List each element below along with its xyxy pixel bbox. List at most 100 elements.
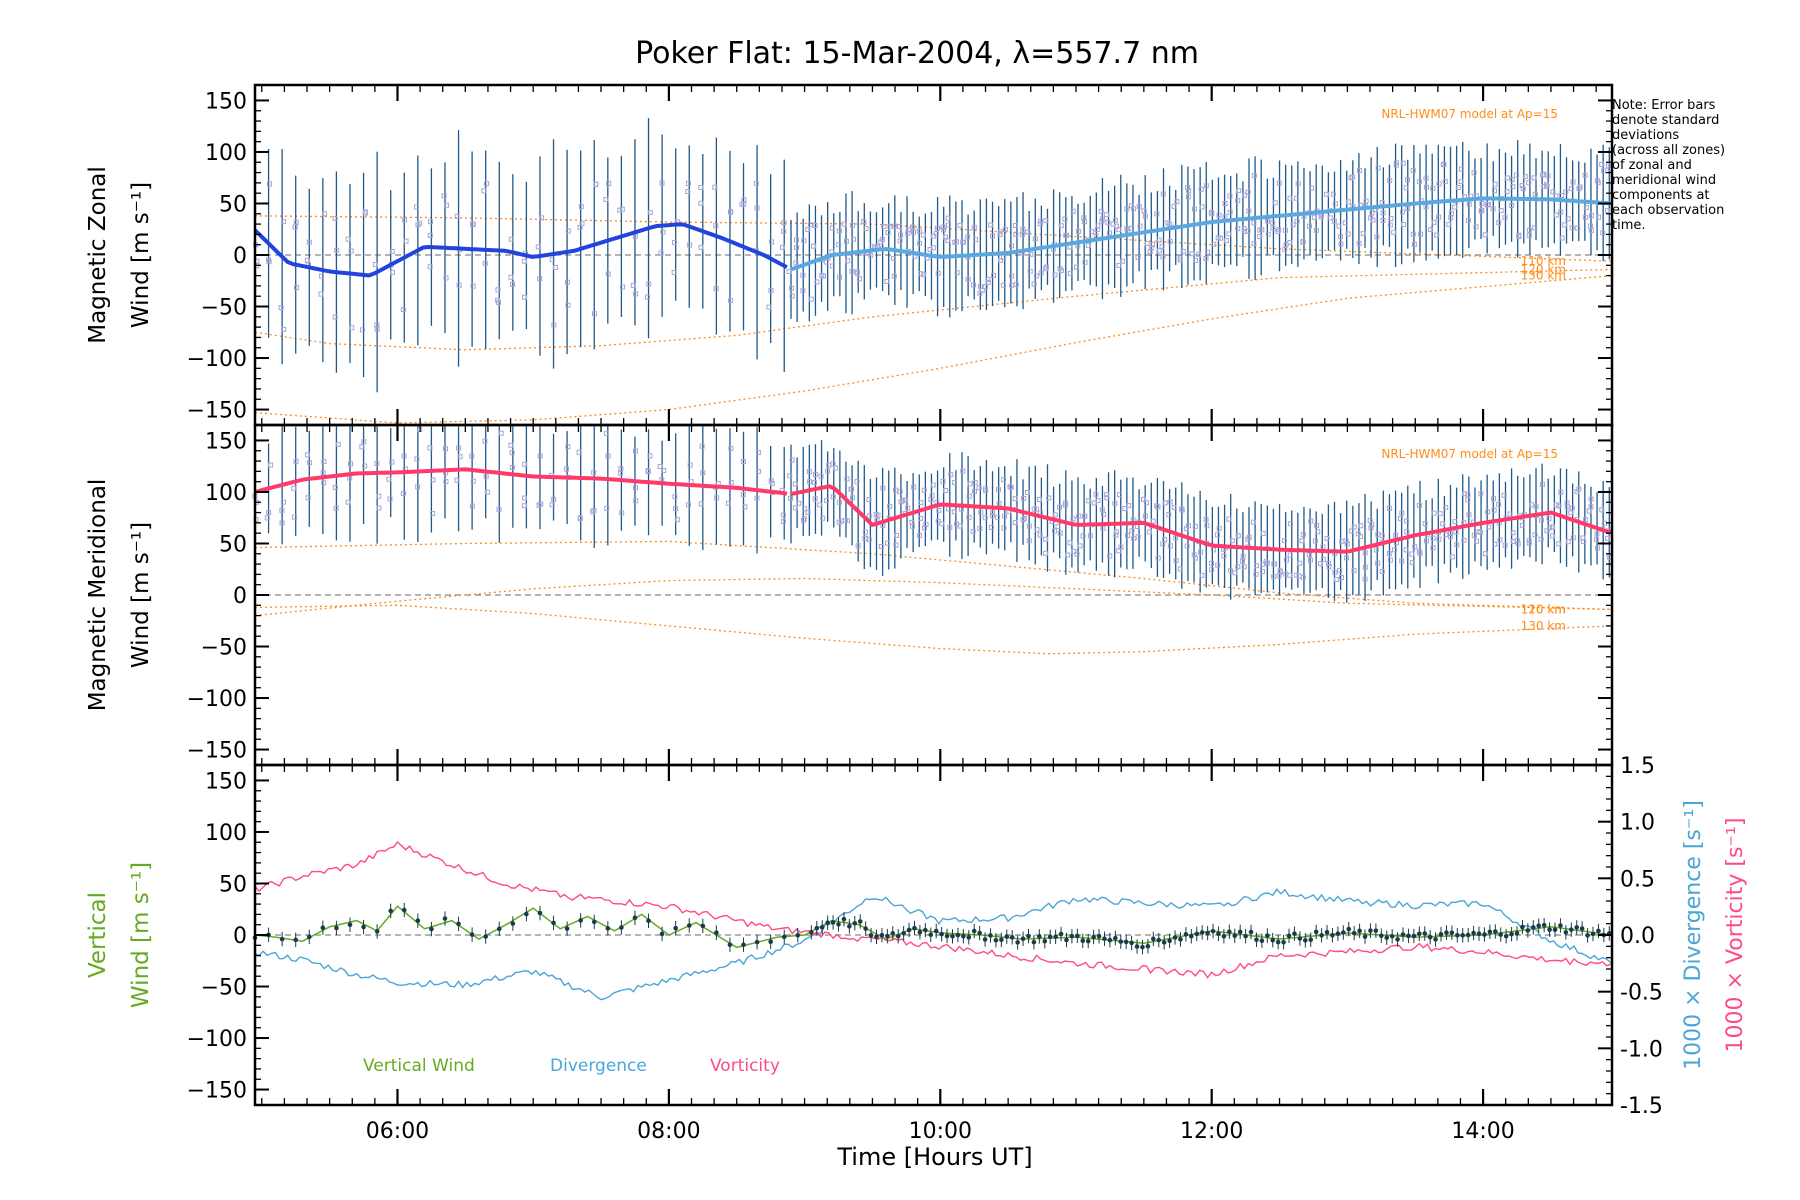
vertical-wind-point	[1308, 937, 1314, 943]
zonal-zone-point	[659, 180, 665, 186]
meridional-zone-point	[947, 525, 953, 531]
zonal-zone-point	[829, 225, 835, 231]
meridional-zone-point	[1113, 529, 1119, 535]
zonal-zone-point	[793, 260, 799, 266]
meridional-zone-point	[521, 495, 527, 501]
vertical-wind-point	[890, 931, 896, 936]
zonal-zone-point	[1208, 209, 1214, 215]
zonal-zone-point	[1282, 246, 1288, 252]
zonal-zone-point	[800, 288, 806, 294]
zonal-zone-point	[887, 223, 893, 229]
meridional-zone-point	[1070, 516, 1076, 522]
meridional-zone-point	[1461, 537, 1467, 543]
meridional-zone-point	[1501, 492, 1507, 498]
meridional-zone-point	[952, 480, 958, 486]
meridional-zone-point	[1208, 560, 1214, 566]
zonal-zone-point	[1094, 227, 1100, 233]
vertical-wind-point	[1243, 933, 1248, 939]
zonal-zone-point	[1027, 268, 1033, 274]
zonal-zone-point	[1000, 282, 1006, 288]
meridional-zone-point	[1192, 555, 1198, 561]
zonal-zone-point	[920, 232, 926, 238]
zonal-zone-point	[551, 322, 557, 328]
vertical-wind-point	[1009, 935, 1015, 940]
zonal-zone-point	[470, 221, 476, 227]
meridional-zone-point	[1240, 553, 1246, 559]
meridional-zone-point	[812, 496, 818, 502]
zonal-zone-point	[281, 219, 287, 225]
zonal-zone-point	[1251, 220, 1257, 226]
meridional-zone-point	[1171, 504, 1177, 510]
zonal-zone-point	[1544, 183, 1550, 189]
vertical-wind-point	[1520, 924, 1525, 930]
meridional-zone-point	[603, 431, 609, 437]
zonal-wind-line	[253, 222, 788, 278]
vertical-wind-point	[456, 921, 461, 927]
meridional-zone-point	[897, 489, 903, 495]
zonal-zone-point	[1257, 227, 1263, 233]
meridional-zone-point	[1453, 529, 1459, 535]
zonal-zone-point	[482, 260, 488, 266]
meridional-zone-point	[1369, 522, 1375, 528]
vertical-wind-point	[1400, 932, 1406, 937]
vertical-wind-point	[1047, 934, 1053, 940]
meridional-zone-point	[960, 468, 966, 474]
vertical-wind-point	[700, 923, 706, 929]
legend-divergence: Divergence	[550, 1056, 647, 1076]
zonal-zone-point	[1363, 198, 1369, 204]
meridional-zone-point	[291, 485, 297, 491]
meridional-zone-point	[1104, 495, 1110, 501]
meridional-zone-point	[1264, 560, 1270, 566]
zonal-zone-point	[1142, 213, 1148, 219]
meridional-zone-point	[873, 511, 879, 517]
vertical-wind-point	[1422, 931, 1428, 936]
zonal-zone-point	[1186, 188, 1192, 194]
meridional-zone-point	[1026, 523, 1032, 529]
meridional-zone-point	[414, 456, 420, 462]
zonal-zone-point	[885, 230, 891, 236]
vertical-wind-point	[982, 937, 988, 942]
zonal-y-label-line2: Wind [m s⁻¹]	[128, 182, 154, 328]
meridional-zone-point	[1430, 545, 1436, 551]
zonal-zone-point	[1064, 232, 1070, 238]
vertical-wind-point	[1037, 934, 1042, 939]
zonal-zone-point	[990, 272, 996, 278]
meridional-zone-point	[1397, 516, 1403, 522]
y-tick-label: −150	[187, 399, 247, 424]
meridional-zone-point	[866, 537, 872, 543]
zonal-zone-point	[1165, 220, 1171, 226]
zonal-zone-point	[869, 243, 875, 249]
vertical-wind-point	[1205, 930, 1210, 936]
zonal-zone-point	[1388, 216, 1394, 222]
x-tick-label: 12:00	[1180, 1119, 1243, 1144]
zonal-zone-point	[1492, 181, 1498, 187]
meridional-zone-point	[1155, 555, 1161, 561]
vertical-wind-point	[1091, 934, 1096, 940]
zonal-zone-point	[1491, 188, 1497, 194]
zonal-wind-line	[790, 196, 1611, 272]
meridional-zone-point	[1556, 503, 1562, 509]
meridional-zone-point	[1293, 572, 1299, 578]
meridional-zone-point	[833, 465, 839, 471]
zonal-zone-point	[1058, 268, 1064, 274]
vertical-wind-point	[1324, 929, 1330, 935]
legend-vorticity: Vorticity	[710, 1056, 780, 1076]
meridional-zone-point	[796, 500, 802, 506]
zonal-zone-point	[374, 322, 380, 328]
meridional-zone-point	[740, 491, 746, 497]
zonal-zone-point	[565, 302, 571, 308]
vertical-wind-point	[1020, 936, 1026, 942]
zonal-zone-scatter	[253, 160, 1613, 333]
zonal-zone-point	[830, 263, 836, 269]
vertical-wind-point	[1427, 934, 1433, 940]
meridional-zone-point	[714, 495, 720, 501]
zonal-zone-point	[1105, 219, 1111, 225]
zonal-zone-point	[1242, 192, 1248, 198]
meridional-model-height-label: 110 km	[1521, 602, 1566, 616]
meridional-zone-point	[1306, 552, 1312, 558]
zonal-zone-point	[1522, 174, 1528, 180]
zonal-zone-point	[1062, 216, 1068, 222]
meridional-zone-point	[687, 462, 693, 468]
zonal-zone-point	[843, 238, 849, 244]
